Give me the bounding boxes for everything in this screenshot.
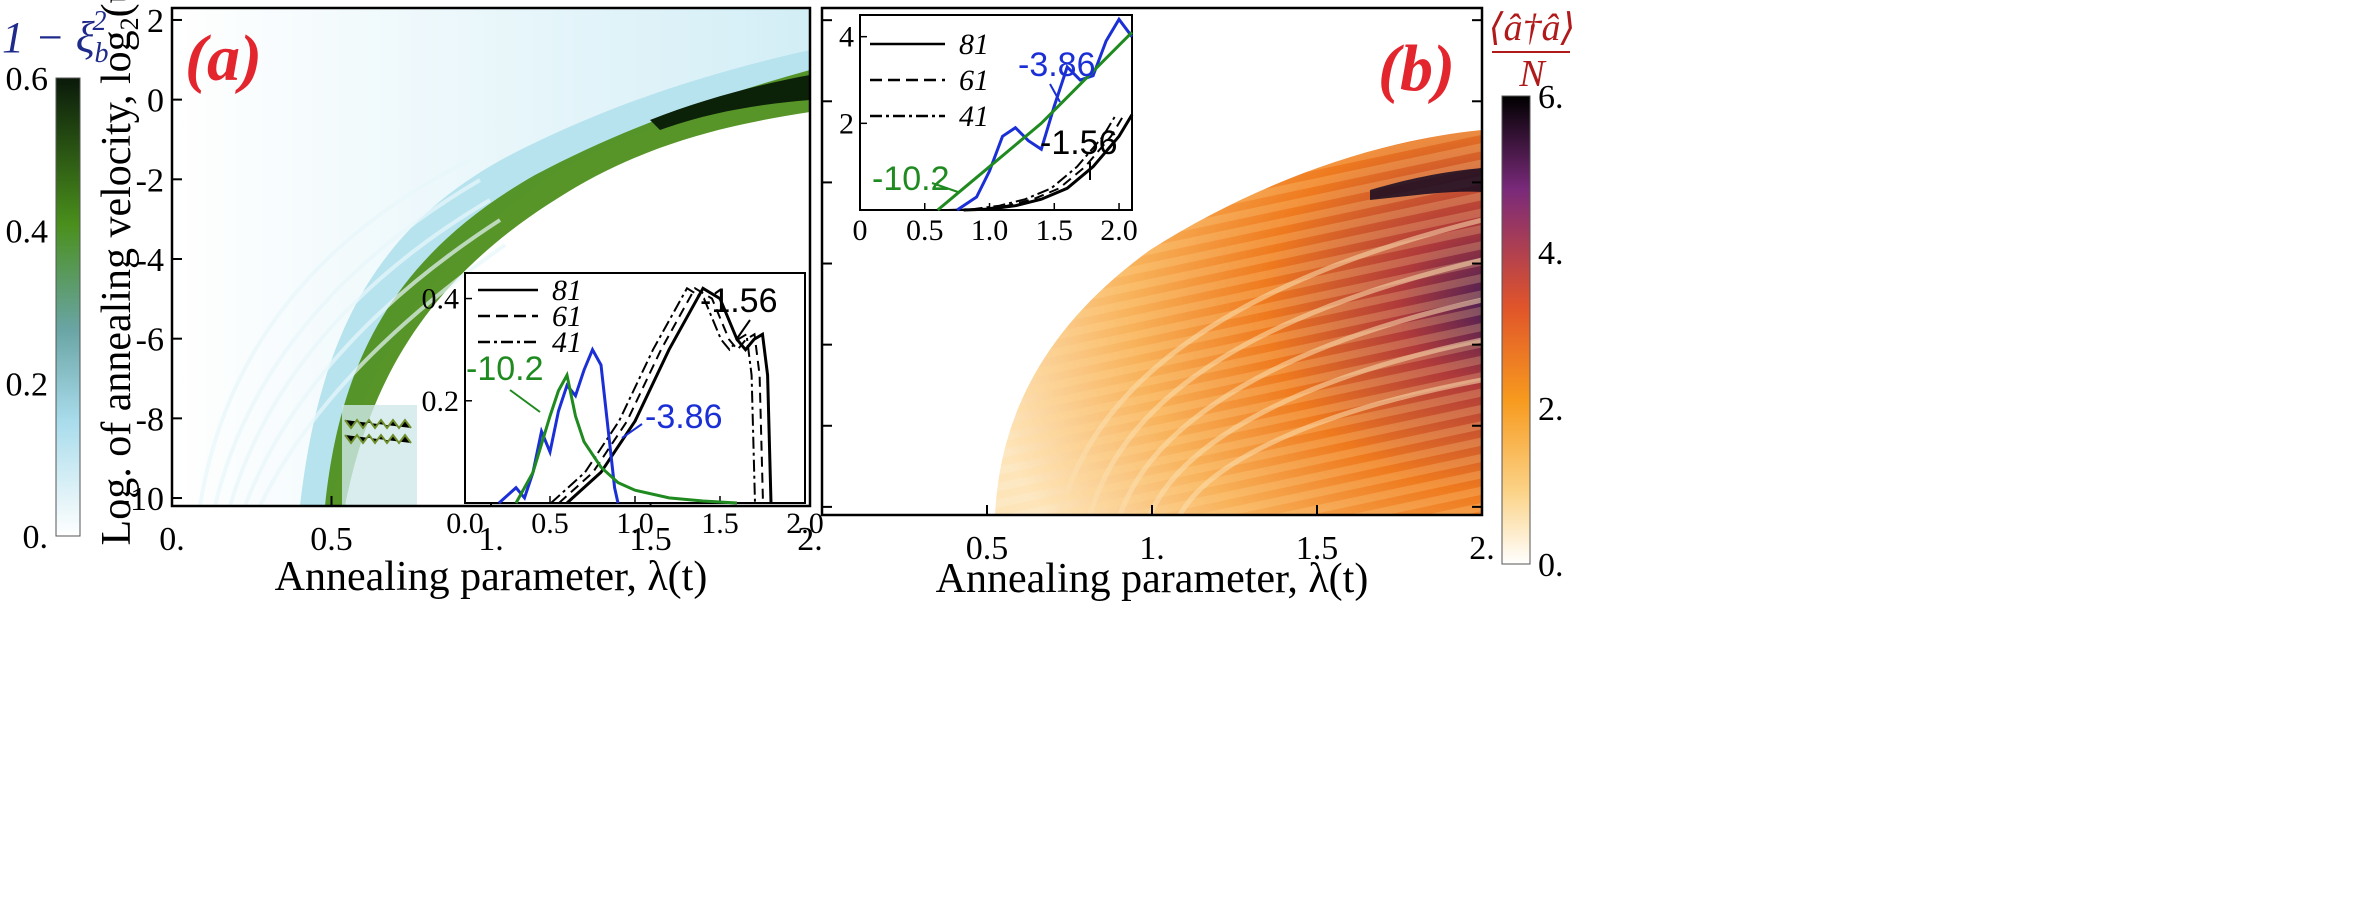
inset-ytick-label: 0.2 — [422, 385, 460, 418]
panel-label-a: (a) — [185, 22, 262, 95]
xtick-label-b: 0.5 — [966, 530, 1009, 567]
ytick-label-a: 2 — [147, 3, 164, 40]
inset-ytick-label: 0.4 — [422, 283, 460, 316]
ytick-label-a: -2 — [136, 162, 164, 199]
inset-xtick-label: 0.5 — [531, 507, 569, 540]
inset-xtick-label: 2.0 — [1100, 214, 1138, 247]
xlabel-a: Annealing parameter, λ(t) — [275, 554, 708, 600]
ylabel-a: Log. of annealing velocity, log2(υ) — [94, 0, 144, 545]
inset-xtick-label: 2.0 — [786, 507, 824, 540]
inset-annotation: -1.56 — [1040, 124, 1118, 162]
colorbar-tick-label: 2. — [1538, 391, 1564, 428]
inset-ytick-label: 2 — [839, 107, 854, 140]
xtick-label-b: 1.5 — [1296, 530, 1339, 567]
inset-legend-label: 41 — [552, 326, 582, 359]
inset-annotation: -3.86 — [645, 398, 723, 436]
panel-a: 0. 0.5 1. 1.5 2. 2 0 -2 -4 -6 -8 -10 (a) Annealing … — [94, 0, 824, 600]
colorbar-a-label: 1 − ξb2 — [2, 6, 109, 69]
inset-series-line-dashed — [558, 286, 764, 504]
colorbar-tick-label: 0.4 — [6, 214, 49, 251]
inset-legend-label: 41 — [959, 100, 989, 133]
inset-legend-label: 81 — [959, 28, 989, 61]
inset-annotation-arrow — [735, 319, 751, 341]
colorbar-a-label-prefix: 1 − ξ — [2, 13, 95, 62]
ytick-label-a: -10 — [119, 481, 164, 518]
colorbar-b: ⟨â†â⟩ N 0. 2. 4. 6. — [1489, 7, 1576, 584]
inset-series-line — [963, 113, 1134, 212]
inset-series-line-dashdot — [550, 286, 756, 504]
inset-legend-label: 61 — [959, 64, 989, 97]
ylabel-a-main: Log. of annealing velocity, log — [94, 30, 140, 545]
heatmap-b — [822, 8, 1482, 515]
xtick-label-a: 1.5 — [629, 521, 672, 558]
ylabel-a-tail: (υ) — [94, 0, 140, 17]
ytick-label-a: -8 — [136, 401, 164, 438]
xtick-label-a: 0.5 — [310, 521, 353, 558]
inset-annotation: -1.56 — [700, 282, 778, 320]
inset-series-line — [497, 346, 620, 505]
inset-xtick-label: 1.0 — [616, 507, 654, 540]
ytick-label-a: 0 — [147, 83, 164, 120]
inset-xtick-label: 0.5 — [906, 214, 944, 247]
colorbar-a-label-sup: 2 — [93, 6, 107, 37]
xtick-label-a: 0. — [159, 521, 185, 558]
panel-b: 0.5 1. 1.5 2. (b) Annealing parameter, λ(t)… — [820, 6, 1495, 602]
inset-series-line — [514, 370, 738, 505]
inset-xtick-label: 0.0 — [446, 507, 484, 540]
colorbar-tick-label: 0. — [1538, 547, 1564, 584]
colorbar-b-label-num: ⟨â†â⟩ — [1489, 7, 1576, 49]
inset-annotation: -10.2 — [466, 350, 544, 388]
inset-series-line-dashdot — [947, 114, 1117, 211]
colorbar-a-label-sub: b — [95, 38, 109, 69]
inset-annotation-arrow — [621, 423, 643, 439]
xtick-label-b: 1. — [1139, 530, 1165, 567]
ytick-label-a: -4 — [136, 242, 164, 279]
inset-xtick-label: 1.0 — [971, 214, 1009, 247]
panel-label-b: (b) — [1378, 32, 1455, 105]
inset-annotation-arrow — [509, 389, 541, 413]
inset-annotation-arrow — [1049, 83, 1061, 103]
inset-series-line — [565, 286, 773, 505]
colorbar-tick-label: 0.2 — [6, 366, 49, 403]
inset-annotation: -3.86 — [1018, 46, 1096, 84]
inset-annotation-arrow — [931, 182, 959, 193]
colorbar-b-label-den: N — [1518, 53, 1547, 95]
colorbar-a: 1 − ξb2 0. 0.2 0.4 0.6 — [2, 6, 109, 556]
xtick-label-a: 2. — [797, 521, 823, 558]
colorbar-tick-label: 6. — [1538, 79, 1564, 116]
colorbar-tick-label: 0. — [23, 519, 49, 556]
colorbar-tick-label: 4. — [1538, 235, 1564, 272]
inset-xtick-label: 0 — [853, 214, 868, 247]
inset-annotation: -10.2 — [872, 160, 950, 198]
xtick-label-b: 2. — [1469, 530, 1495, 567]
xlabel-b: Annealing parameter, λ(t) — [936, 556, 1369, 602]
inset-ytick-label: 4 — [839, 21, 854, 54]
colorbar-b-bar — [1501, 95, 1531, 565]
xtick-label-a: 1. — [478, 521, 504, 558]
inset-xtick-label: 1.5 — [1036, 214, 1074, 247]
colorbar-a-bar — [55, 77, 81, 537]
colorbar-tick-label: 0.6 — [6, 61, 49, 98]
ytick-label-a: -6 — [136, 322, 164, 359]
ylabel-a-sub: 2 — [115, 17, 144, 30]
inset-legend-label: 81 — [552, 274, 582, 307]
inset-series-line — [936, 31, 1134, 212]
inset-legend-label: 61 — [552, 300, 582, 333]
inset-xtick-label: 1.5 — [701, 507, 739, 540]
inset-b-frame — [859, 14, 1133, 211]
